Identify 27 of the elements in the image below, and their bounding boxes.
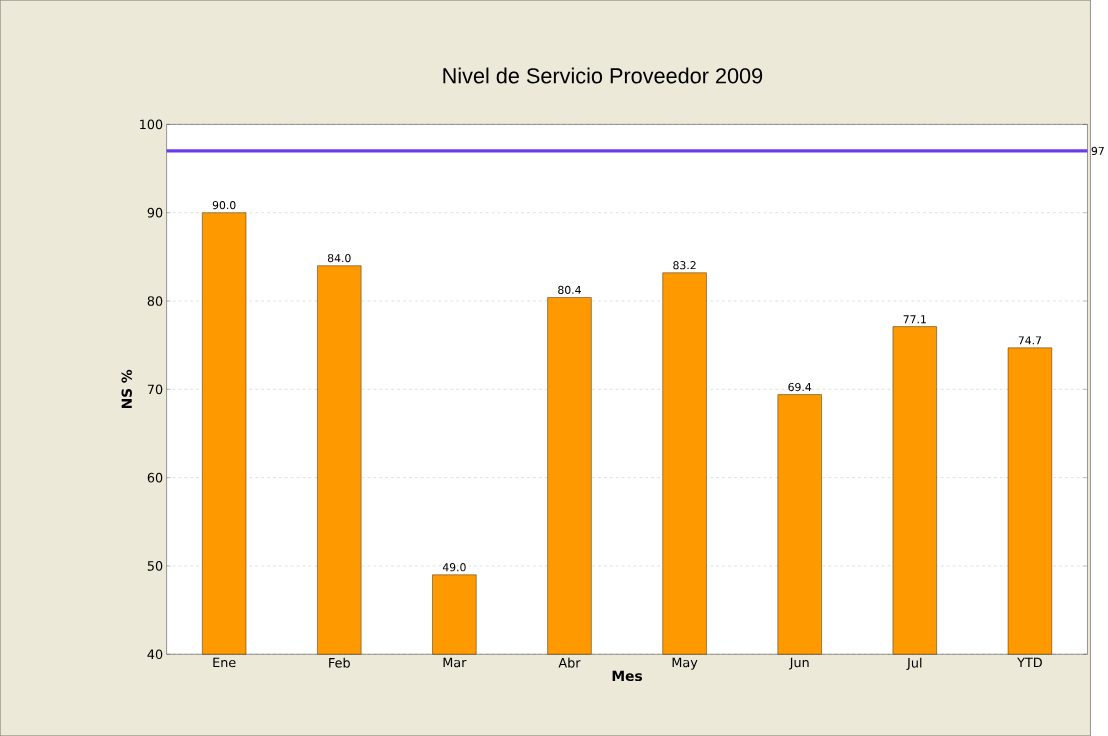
data-label: 49.0 [442, 563, 466, 572]
y-tick-label: 70 [147, 384, 163, 395]
data-label: 77.1 [903, 315, 926, 324]
ref-line-label: 97 [1091, 146, 1104, 155]
y-tick-label: 100 [140, 119, 163, 130]
data-label: 74.7 [1018, 336, 1042, 345]
x-tick-label: Abr [558, 657, 581, 668]
x-tick-label: May [672, 657, 698, 670]
y-tick-label: 50 [147, 561, 163, 571]
x-tick-label: Ene [213, 657, 236, 668]
x-tick-label: Mar [443, 657, 467, 668]
data-label: 83.2 [673, 261, 696, 270]
y-tick-label: 60 [147, 472, 163, 483]
x-tick-label: Jun [789, 657, 809, 670]
y-tick-label: 80 [147, 296, 163, 306]
y-tick-label: 90 [147, 207, 163, 218]
data-label: 90.0 [212, 201, 236, 210]
data-label: 80.4 [558, 285, 581, 294]
chart-title: Nivel de Servicio Proveedor 2009 [443, 67, 763, 84]
x-axis-title: Mes [612, 670, 643, 682]
x-tick-label: Feb [329, 657, 350, 668]
data-label: 84.0 [327, 254, 351, 263]
x-tick-label: Jul [906, 657, 922, 670]
x-tick-label: YTD [1017, 657, 1042, 668]
y-tick-label: 40 [147, 649, 163, 660]
data-label: 69.4 [788, 382, 812, 392]
y-axis-title: NS % [121, 369, 132, 409]
